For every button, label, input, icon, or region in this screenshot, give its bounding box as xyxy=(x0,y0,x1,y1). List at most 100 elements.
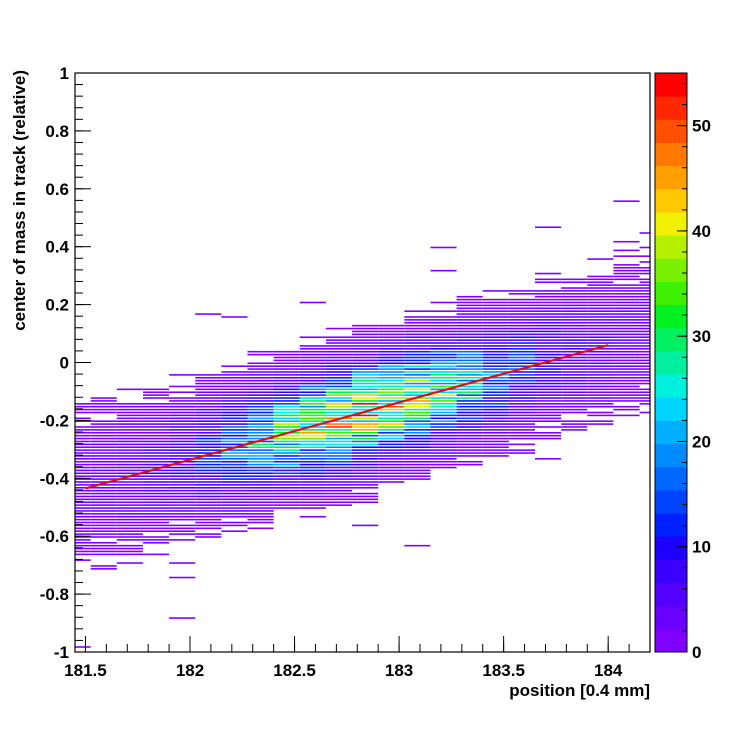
heatmap-cell xyxy=(613,275,640,278)
heatmap-cell xyxy=(169,510,196,512)
heatmap-cell xyxy=(75,536,91,538)
heatmap-cell xyxy=(508,397,535,399)
heatmap-cell xyxy=(75,484,91,486)
heatmap-cell xyxy=(404,310,431,312)
heatmap-cell xyxy=(142,521,170,524)
heatmap-cell xyxy=(456,345,483,347)
heatmap-cell xyxy=(508,429,535,431)
heatmap-cell xyxy=(456,365,483,367)
heatmap-cell xyxy=(378,423,405,425)
heatmap-cell xyxy=(587,284,614,286)
heatmap-cell xyxy=(430,452,457,454)
heatmap-cell xyxy=(90,544,117,547)
heatmap-cell xyxy=(482,359,509,362)
heatmap-cell xyxy=(247,397,274,399)
heatmap-cell xyxy=(587,327,614,330)
heatmap-cell xyxy=(482,446,509,449)
heatmap-cell xyxy=(221,408,248,411)
heatmap-cell xyxy=(169,495,196,498)
heatmap-cell xyxy=(404,414,431,417)
heatmap-cell xyxy=(142,408,170,411)
heatmap-cell xyxy=(482,345,509,347)
heatmap-cell xyxy=(456,388,483,391)
heatmap-cell xyxy=(352,446,379,449)
heatmap-cell xyxy=(456,330,483,333)
heatmap-cell xyxy=(352,417,379,420)
heatmap-cell xyxy=(75,547,91,550)
heatmap-cell xyxy=(195,429,222,431)
heatmap-cell xyxy=(273,400,300,402)
heatmap-cell xyxy=(482,426,509,428)
heatmap-cell xyxy=(639,374,650,376)
heatmap-cell xyxy=(535,298,562,301)
heatmap-cell xyxy=(613,339,640,341)
heatmap-cell xyxy=(404,388,431,391)
colorbar-swatch xyxy=(655,165,687,190)
heatmap-cell xyxy=(535,405,562,408)
heatmap-cell xyxy=(613,319,640,321)
heatmap-cell xyxy=(456,313,483,315)
heatmap-cell xyxy=(613,313,640,315)
heatmap-cell xyxy=(90,568,117,570)
heatmap-cell xyxy=(142,411,170,414)
heatmap-cell xyxy=(561,394,588,396)
heatmap-cell xyxy=(639,362,650,365)
heatmap-cell xyxy=(508,449,535,451)
heatmap-cell xyxy=(325,449,353,451)
heatmap-cell xyxy=(273,446,300,449)
heatmap-cell xyxy=(352,414,379,417)
heatmap-cell xyxy=(299,507,326,509)
heatmap-cell xyxy=(116,469,143,472)
heatmap-cell xyxy=(75,452,91,454)
heatmap-cell xyxy=(116,440,143,443)
heatmap-cell xyxy=(325,426,353,428)
heatmap-cell xyxy=(482,330,509,333)
heatmap-cell xyxy=(508,336,535,339)
heatmap-cell xyxy=(613,316,640,318)
heatmap-cell xyxy=(352,342,379,344)
heatmap-cell xyxy=(169,408,196,411)
heatmap-cell xyxy=(221,385,248,388)
heatmap-cell xyxy=(508,382,535,385)
heatmap-cell xyxy=(404,376,431,379)
heatmap-cell xyxy=(273,460,300,463)
heatmap-cell xyxy=(273,463,300,466)
heatmap-cell xyxy=(430,353,457,356)
heatmap-cell xyxy=(299,484,326,486)
heatmap-cell xyxy=(456,437,483,440)
heatmap-cell xyxy=(561,388,588,391)
heatmap-cell xyxy=(613,333,640,336)
heatmap-cell xyxy=(116,405,143,408)
heatmap-cell xyxy=(430,397,457,399)
heatmap-cell xyxy=(404,330,431,333)
heatmap-cell xyxy=(456,463,483,466)
heatmap-cell xyxy=(116,417,143,420)
heatmap-cell xyxy=(352,353,379,356)
heatmap-cell xyxy=(299,379,326,382)
heatmap-cell xyxy=(247,431,274,434)
heatmap-cell xyxy=(299,345,326,347)
heatmap-cell xyxy=(456,420,483,422)
heatmap-cell xyxy=(404,469,431,472)
heatmap-cell xyxy=(90,423,117,425)
heatmap-cell xyxy=(195,379,222,382)
heatmap-cell xyxy=(90,510,117,512)
heatmap-cell xyxy=(613,382,640,385)
heatmap-cell xyxy=(299,515,326,518)
heatmap-cell xyxy=(325,437,353,440)
heatmap-cell xyxy=(195,501,222,504)
heatmap-cell xyxy=(352,350,379,353)
heatmap-cell xyxy=(299,504,326,506)
heatmap-cell xyxy=(142,397,170,399)
heatmap-cell xyxy=(247,426,274,428)
heatmap-cell xyxy=(587,287,614,289)
heatmap-cell xyxy=(482,301,509,304)
heatmap-cell xyxy=(195,385,222,388)
heatmap-cell xyxy=(116,411,143,414)
heatmap-cell xyxy=(221,484,248,486)
heatmap-cell xyxy=(142,553,170,556)
heatmap-cell xyxy=(613,272,640,275)
heatmap-cell xyxy=(325,403,353,405)
colorbar: 0 10 20 30 40 50 xyxy=(654,72,711,662)
heatmap-cell xyxy=(247,371,274,373)
